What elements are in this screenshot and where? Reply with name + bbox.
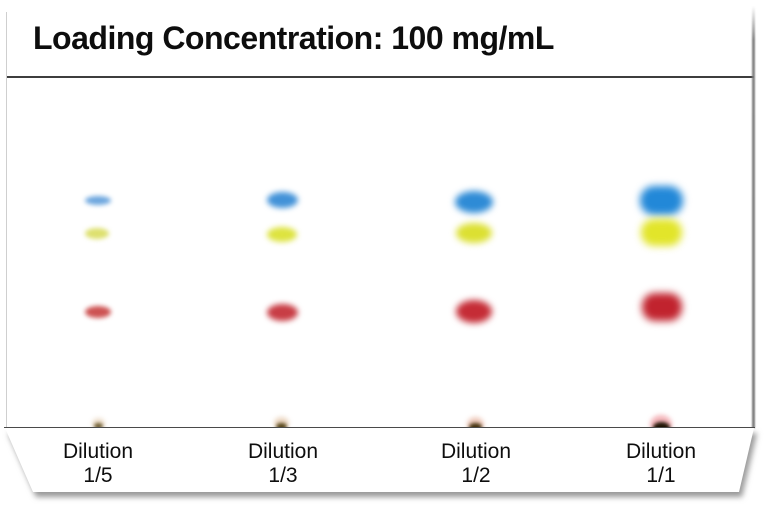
origin-spot-dilution-1-5 [93,423,103,429]
tlc-spot-blue-dilution-1-1 [639,185,683,215]
lane-label-word: Dilution [440,440,512,463]
footer-shadow: Dilution 1/5 Dilution 1/3 Dilution 1/2 Dilutio… [0,428,768,492]
tlc-spot-yellow-dilution-1-2 [456,223,492,243]
tlc-spot-blue-dilution-1-5 [85,195,111,205]
origin-baseline [4,427,755,428]
tlc-spot-yellow-dilution-1-5 [85,227,109,239]
lane-label-dilution-1-2: Dilution 1/2 [406,440,546,488]
origin-spot-dilution-1-3 [275,422,287,430]
tlc-spot-blue-dilution-1-2 [455,191,493,213]
figure-title: Loading Concentration: 100 mg/mL [33,20,554,56]
lane-label-word: Dilution [62,440,134,463]
tlc-spot-red-dilution-1-3 [266,303,298,321]
tlc-spot-yellow-dilution-1-1 [640,218,682,246]
label-footer: Dilution 1/5 Dilution 1/3 Dilution 1/2 Dilutio… [5,428,754,492]
lane-label-dilution-1-5: Dilution 1/5 [28,440,168,488]
tlc-spot-red-dilution-1-2 [456,299,492,323]
lane-label-dilution-1-3: Dilution 1/3 [213,440,353,488]
lane-label-ratio: 1/5 [83,464,113,487]
plate-left-edge [6,12,7,428]
tlc-spot-red-dilution-1-1 [642,293,682,321]
lane-label-word: Dilution [247,440,319,463]
tlc-spot-blue-dilution-1-3 [266,192,298,208]
plate-right-edge-shadow [752,6,755,428]
title-divider-line [6,76,754,78]
lane-label-ratio: 1/3 [268,464,298,487]
tlc-spot-yellow-dilution-1-3 [267,226,297,242]
lane-label-dilution-1-1: Dilution 1/1 [591,440,731,488]
lane-label-word: Dilution [625,440,697,463]
lane-label-ratio: 1/1 [646,464,676,487]
lane-label-ratio: 1/2 [461,464,491,487]
tlc-spot-red-dilution-1-5 [85,306,111,318]
